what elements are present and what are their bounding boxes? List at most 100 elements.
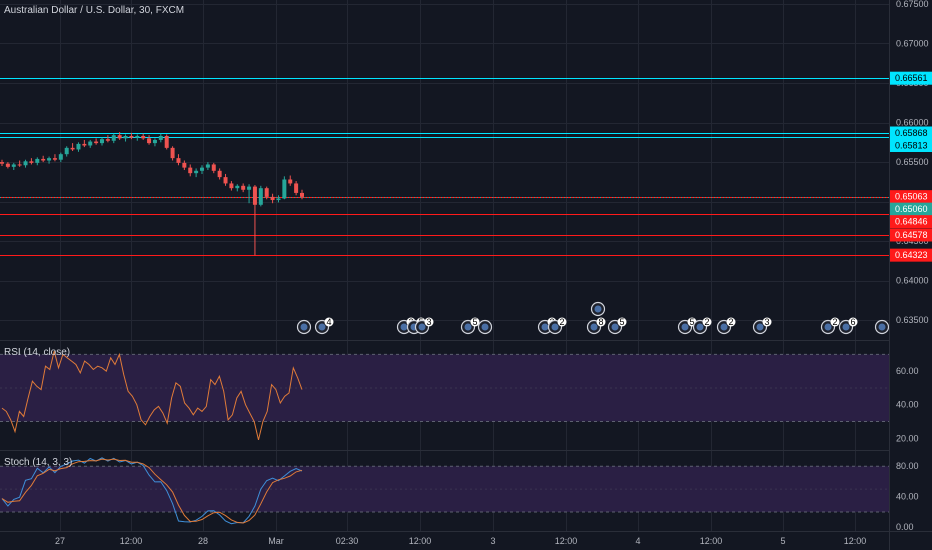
time-tick-label: 12:00 [409,536,432,546]
candle-body [247,186,252,190]
candle-body [176,158,181,163]
time-tick-label: Mar [268,536,284,546]
stoch-legend: Stoch (14, 3, 3) [4,457,72,468]
price-level-tag [890,228,932,242]
rsi-band [0,353,889,422]
time-tick-label: 12:00 [555,536,578,546]
rsi-axis[interactable]: 60.00 40.00 20.00 [896,366,919,443]
price-level-label: 0.64578 [895,230,928,240]
flag-icon [418,323,426,331]
economic-events[interactable]: 425352285522326 [296,301,890,335]
event-count-badge [557,317,567,327]
candle-body [17,164,22,166]
candle-body [94,141,99,144]
price-level-tag [890,138,932,152]
event-count-label: 6 [850,317,855,327]
time-axis[interactable]: 27 12:00 28 Mar 02:30 12:00 3 12:00 4 12:00 5 12:00 [55,536,866,546]
event-count-label: 2 [704,317,709,327]
event-count-label: 2 [832,317,837,327]
time-tick-label: 12:00 [120,536,143,546]
stoch-d-line [1,458,303,524]
price-level-label: 0.64846 [895,217,928,227]
time-tick-label: 12:00 [700,536,723,546]
event-count-badge [830,317,840,327]
candle-body [0,162,4,164]
stoch-band [0,465,889,513]
stoch-axis[interactable]: 80.00 40.00 0.00 [896,461,919,532]
chart-title: Australian Dollar / U.S. Dollar, 30, FXC… [4,5,184,16]
stoch-tick-label: 40.00 [896,492,919,502]
candle-body [229,183,234,189]
price-level-tag [890,126,932,140]
candle-body [200,167,204,171]
price-level-label: 0.66561 [895,73,928,83]
flag-icon [611,323,619,331]
price-levels[interactable] [0,78,889,256]
price-tick-label: 0.66000 [896,118,929,128]
event-count-badge [762,317,772,327]
flag-icon [824,323,832,331]
time-tick-label: 3 [490,536,495,546]
time-tick-label: 4 [635,536,640,546]
current-price-label: 0.65060 [895,204,928,214]
flag-icon [464,323,472,331]
candle-body [258,188,263,205]
flag-icon [594,305,602,313]
candle-body [70,147,75,150]
candle-body [5,163,10,167]
rsi-tick-label: 60.00 [896,366,919,376]
flag-icon [842,323,850,331]
price-level-label: 0.65813 [895,140,928,150]
event-count-badge [702,317,712,327]
candle-body [117,135,122,139]
candle-body [64,147,69,155]
candle-body [129,136,134,138]
price-level-label: 0.64323 [895,250,928,260]
chart-grid [0,0,889,531]
price-tick-label: 0.64000 [896,276,929,286]
stoch-indicator [1,457,303,525]
flag-icon [481,323,489,331]
candle-body [252,186,257,205]
candle-body [182,162,187,168]
candle-body [105,139,110,141]
candle-body [264,188,269,197]
flag-icon [551,323,559,331]
candle-body [76,143,81,150]
candle-body [41,158,46,161]
rsi-tick-label: 40.00 [896,400,919,410]
rsi-tick-label: 20.00 [896,433,919,443]
flag-icon [720,323,728,331]
candle-body [123,136,128,139]
time-tick-label: 12:00 [844,536,867,546]
candle-body [241,185,246,190]
price-level-label: 0.65063 [895,192,928,202]
candle-body [223,177,228,184]
candle-body [47,158,52,161]
candle-body [35,158,40,163]
candle-body [152,139,157,144]
price-level-tag [890,71,932,85]
rsi-legend: RSI (14, close) [4,347,70,358]
flag-icon [681,323,689,331]
current-price-tag [890,202,932,216]
time-tick-label: 5 [780,536,785,546]
event-count-label: 2 [559,317,564,327]
candle-body [288,179,293,184]
candlestick-series [0,132,304,256]
candle-body [29,161,34,163]
candle-body [58,154,63,160]
candle-body [282,179,287,199]
event-count-badge [324,317,334,327]
candle-body [141,136,146,139]
candle-body [276,198,281,201]
price-tick-label: 0.65500 [896,157,929,167]
candle-body [111,135,116,141]
candle-body [88,141,93,146]
candle-body [11,164,16,167]
event-count-badge [424,317,434,327]
price-tick-label: 0.67000 [896,38,929,48]
event-count-badge [617,317,627,327]
